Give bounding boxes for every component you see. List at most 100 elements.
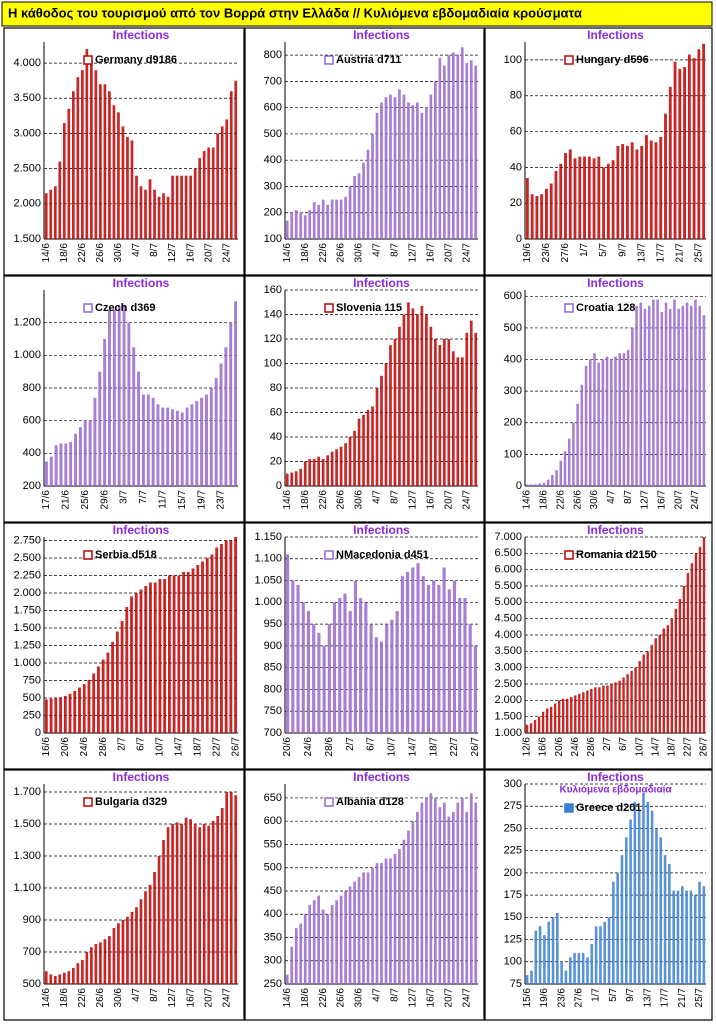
y-tick-label: 250 (504, 822, 522, 834)
x-tick-label: 8/7 (149, 243, 160, 257)
bar (196, 565, 200, 733)
x-tick-label: 18/6 (539, 490, 550, 510)
chart-title: Infections (353, 28, 410, 42)
bar (456, 357, 460, 486)
bar (463, 597, 467, 733)
bar (685, 890, 688, 984)
bar (586, 690, 589, 733)
y-tick-label: 250 (264, 978, 282, 990)
x-tick-label: 1/7 (591, 988, 602, 1002)
y-tick-label: 400 (23, 447, 41, 459)
y-tick-label: 3.000 (13, 127, 41, 139)
bar (216, 133, 220, 239)
bar (597, 362, 600, 486)
x-tick-label: 26/6 (95, 988, 106, 1008)
bar (597, 156, 601, 239)
y-tick-label: 1.500 (13, 622, 41, 634)
bar (308, 210, 312, 239)
bar (584, 365, 588, 486)
x-tick-label: 10/7 (387, 737, 398, 757)
bar (398, 89, 401, 239)
x-tick-label: 22/7 (683, 737, 694, 757)
bar (642, 654, 645, 733)
chart-title: Infections (587, 276, 644, 290)
bar (570, 697, 573, 733)
bar (542, 482, 546, 486)
bar (82, 684, 86, 733)
x-tick-label: 6/7 (618, 737, 629, 751)
bar (551, 474, 554, 486)
bar (285, 974, 289, 984)
bar (702, 315, 706, 486)
bar (664, 302, 668, 486)
bar (207, 147, 211, 239)
bar (357, 877, 361, 984)
x-tick-label: 16/6 (538, 737, 549, 757)
x-tick-label: 24/7 (221, 988, 232, 1008)
bar (562, 698, 565, 733)
page-title: Η κάθοδος του τουρισμού από τον Βορρά στ… (8, 5, 582, 20)
y-tick-label: 20 (510, 197, 522, 209)
bar (185, 407, 189, 486)
y-tick-label: 2.500 (13, 163, 41, 175)
y-tick-label: 4.500 (494, 613, 522, 625)
legend-swatch (83, 55, 93, 65)
bar (162, 193, 165, 239)
bar (157, 196, 161, 239)
bar (693, 895, 697, 984)
bar (335, 199, 338, 239)
bar (362, 414, 365, 486)
bar (303, 914, 307, 984)
bar (132, 347, 136, 486)
x-tick-label: 27/6 (560, 243, 571, 263)
bar (126, 136, 129, 239)
bar (96, 666, 100, 733)
y-tick-label: 500 (264, 862, 282, 874)
bar (637, 810, 641, 984)
y-tick-label: 250 (23, 709, 41, 721)
bar (605, 356, 609, 486)
bar (330, 904, 334, 984)
bar (655, 828, 658, 984)
bar (285, 473, 289, 486)
bar (702, 43, 706, 239)
y-tick-label: 200 (504, 417, 522, 429)
bar (633, 801, 637, 984)
chart-title: Infections (113, 28, 170, 42)
bar (559, 460, 563, 486)
y-tick-label: 6.500 (494, 547, 522, 559)
bar (312, 900, 316, 984)
bar (614, 682, 617, 733)
bar (640, 145, 644, 239)
x-tick-label: 25/7 (693, 243, 704, 263)
x-tick-label: 18/6 (300, 243, 311, 263)
y-tick-label: 225 (504, 845, 522, 857)
x-tick-label: 18/6 (300, 988, 311, 1008)
bar (326, 455, 329, 486)
bar (171, 175, 174, 239)
bar (557, 700, 561, 733)
x-tick-label: 19/7 (196, 490, 207, 510)
x-tick-label: 14/6 (41, 243, 52, 263)
legend-label: NMacedonia d451 (336, 549, 429, 561)
bar (681, 886, 684, 984)
bar (85, 49, 89, 240)
chart-subtitle: Κυλιόμενα εβδομαδιαία (559, 785, 672, 796)
x-tick-label: 14/6 (522, 490, 533, 510)
bar (603, 921, 607, 984)
bar (646, 801, 650, 984)
bar (359, 597, 363, 733)
bar (663, 855, 667, 984)
bar (437, 584, 441, 733)
legend-label: Slovenia 115 (336, 302, 402, 314)
x-tick-label: 28/6 (586, 737, 597, 757)
y-tick-label: 40 (270, 431, 282, 443)
y-tick-label: 2.000 (13, 587, 41, 599)
bar (184, 175, 188, 239)
bar (654, 142, 658, 239)
bar (167, 575, 171, 733)
bar (290, 946, 294, 984)
bar (214, 378, 218, 486)
bar (101, 659, 105, 733)
bar (438, 57, 442, 240)
